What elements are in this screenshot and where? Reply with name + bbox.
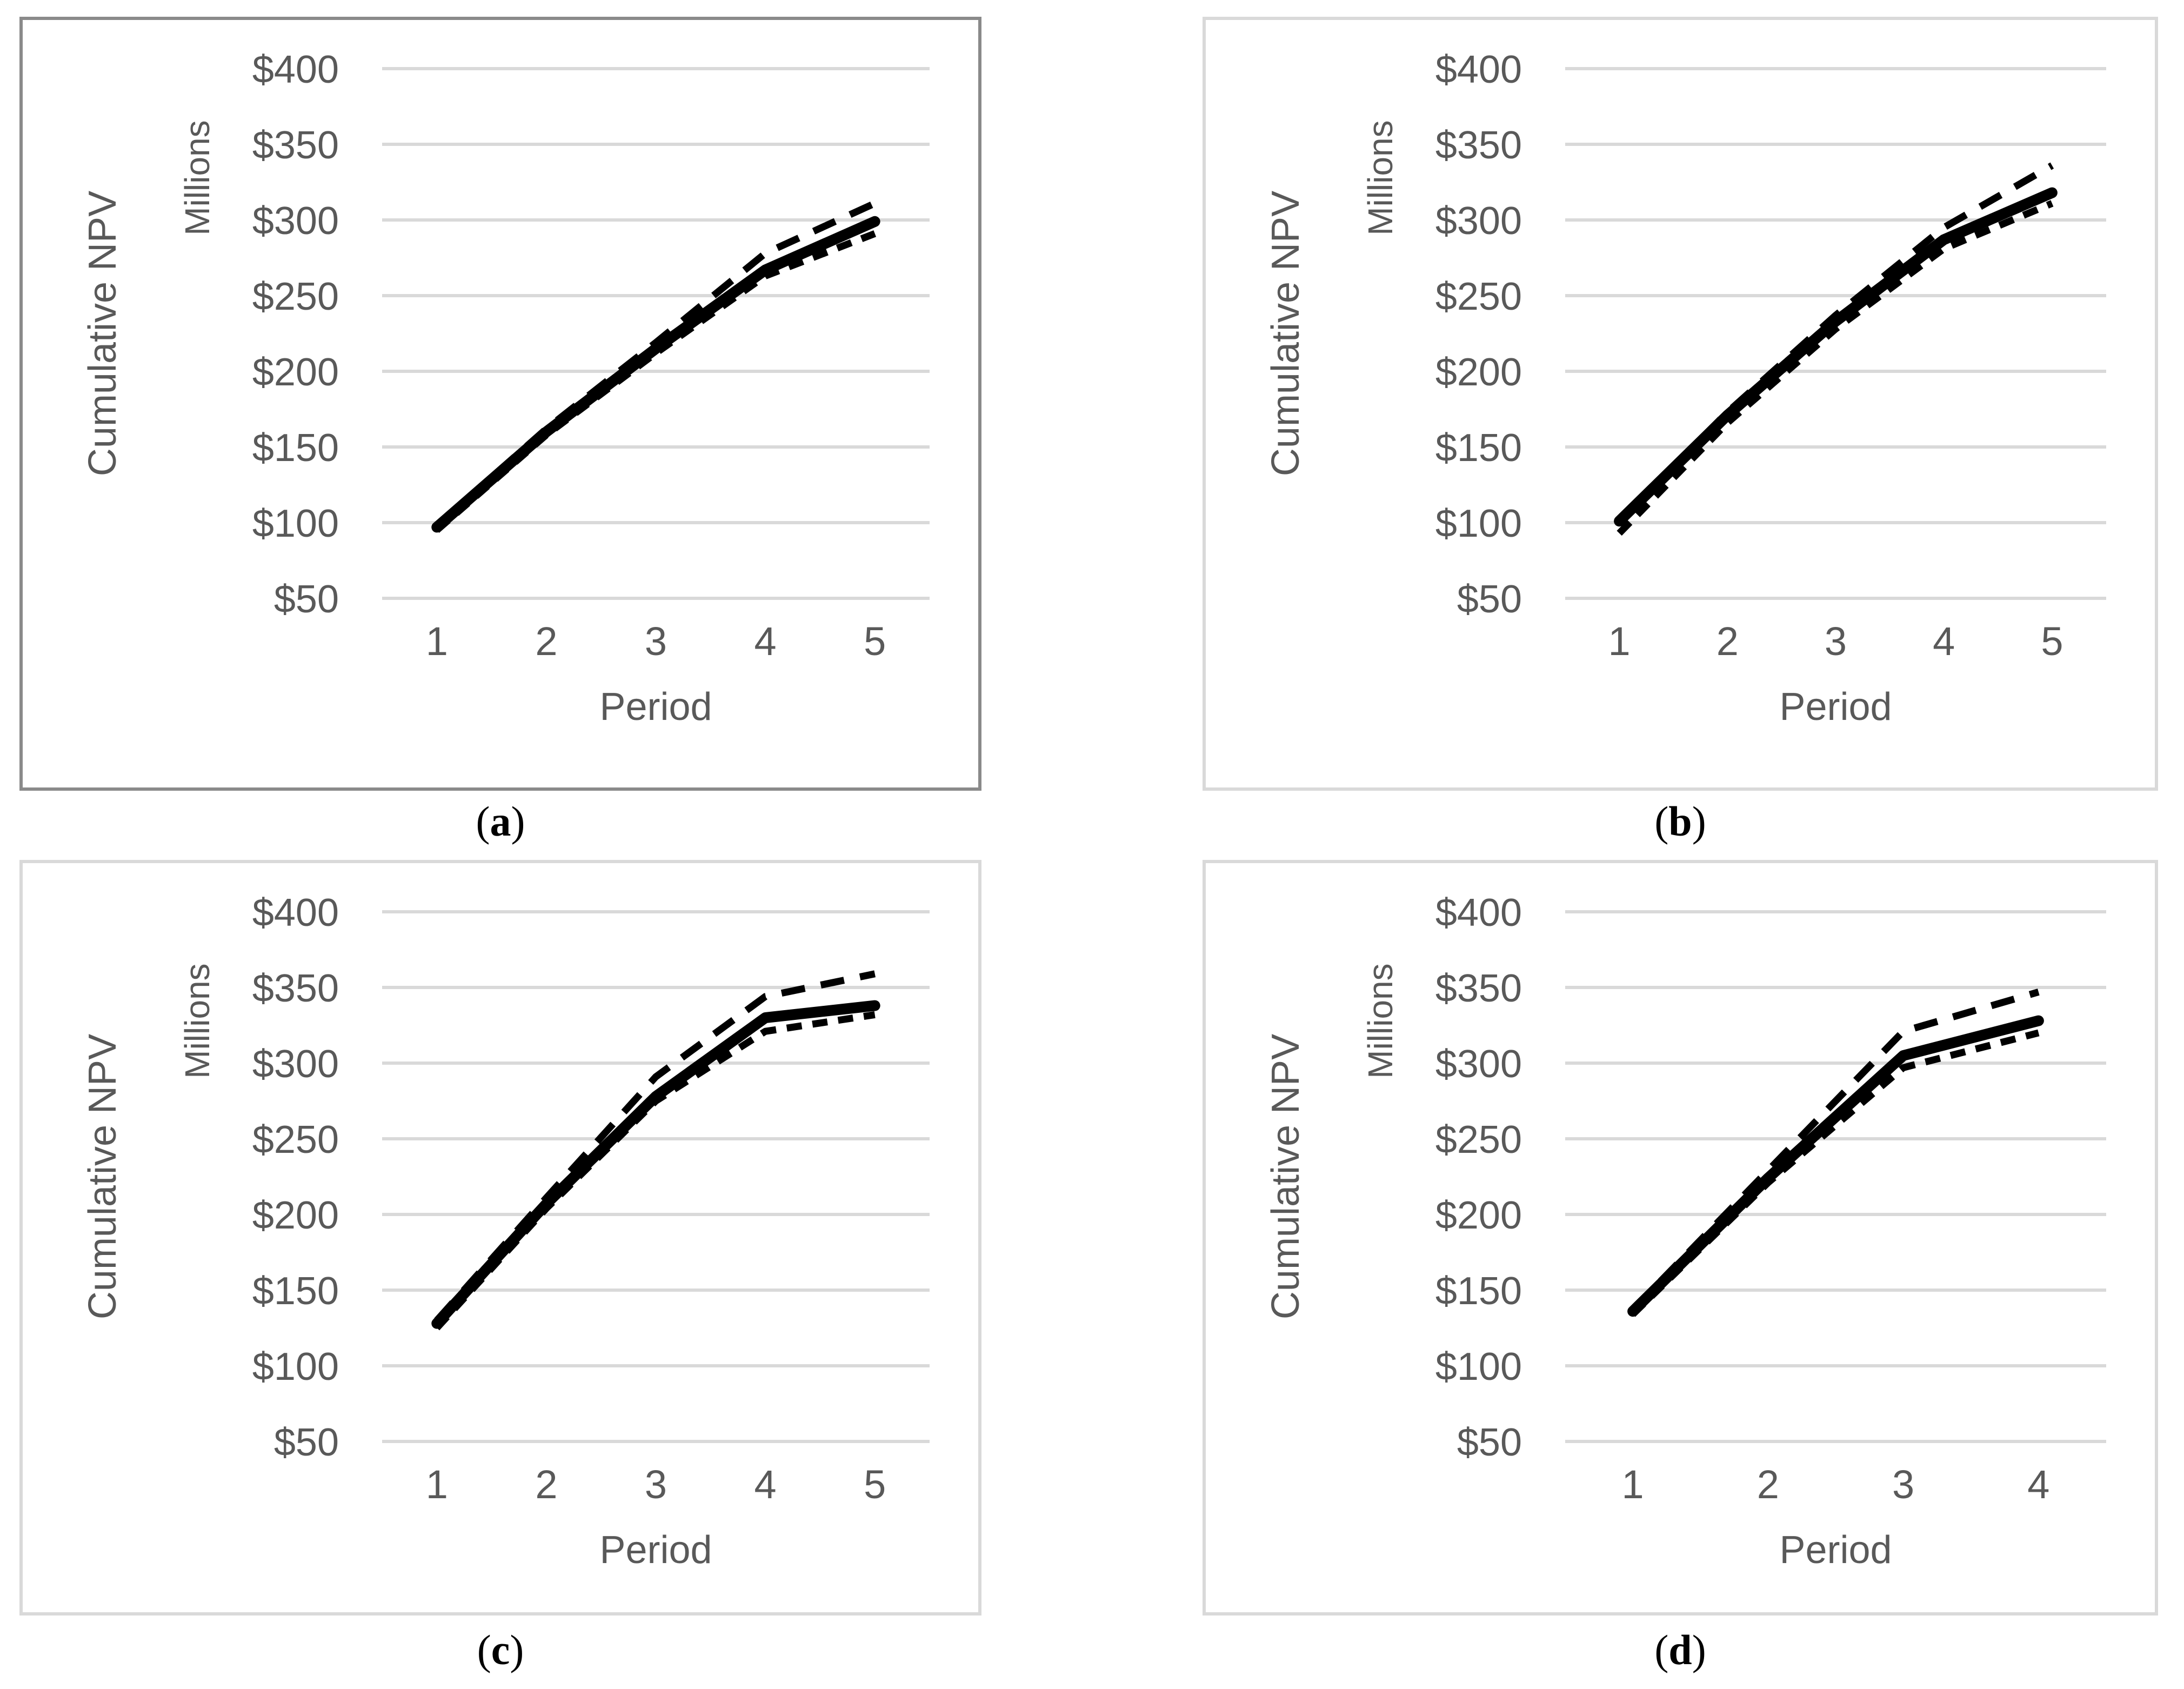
y-tick-label: $200 xyxy=(252,351,339,394)
y-axis-units-label: Millions xyxy=(1361,963,1400,1078)
caption-a: (a) xyxy=(19,797,981,846)
y-axis-title: Cumulative NPV xyxy=(81,1034,124,1319)
x-tick-label: 2 xyxy=(535,619,557,664)
y-axis-units-label: Millions xyxy=(178,963,217,1078)
y-tick-label: $250 xyxy=(252,275,339,318)
y-tick-label: $100 xyxy=(252,502,339,545)
y-tick-label: $200 xyxy=(252,1194,339,1237)
x-tick-label: 5 xyxy=(864,619,886,664)
panel-a-chart: $400 $350 $300 $250 $200 $150 $100 $50 1 2 3 4 5 Peri… xyxy=(19,17,981,791)
caption-b-letter: b xyxy=(1668,798,1692,845)
y-tick-label: $300 xyxy=(252,199,339,243)
y-tick-label: $400 xyxy=(252,48,339,91)
y-axis-title: Cumulative NPV xyxy=(81,191,124,476)
y-axis-units-label: Millions xyxy=(1361,120,1400,235)
series-line-expected-cumulative-npv xyxy=(1627,1015,2044,1317)
y-tick-label: $200 xyxy=(1435,1194,1522,1237)
y-tick-label: $150 xyxy=(252,426,339,470)
y-tick-label: $400 xyxy=(1435,48,1522,91)
x-tick-label: 4 xyxy=(2027,1462,2049,1507)
y-axis-units-label: Millions xyxy=(178,120,217,235)
series-line-expected-cumulative-npv xyxy=(431,216,880,533)
line-chart-d: $400 $350 $300 $250 $200 $150 $100 $50 1 2 3 4 Perio… xyxy=(1264,891,2106,1572)
x-tick-label: 2 xyxy=(1717,619,1739,664)
panel-d-chart: $400 $350 $300 $250 $200 $150 $100 $50 1 2 3 4 Perio… xyxy=(1203,860,2158,1615)
y-tick-label: $50 xyxy=(274,578,339,621)
y-tick-label: $300 xyxy=(1435,1043,1522,1086)
y-tick-label: $150 xyxy=(1435,426,1522,470)
y-tick-label: $150 xyxy=(1435,1270,1522,1313)
series-line-expected-cumulative-npv xyxy=(431,1000,880,1329)
caption-c-paren-close: ) xyxy=(510,1626,524,1673)
series-line-lower-bound xyxy=(1630,1029,2040,1317)
x-tick-label: 1 xyxy=(426,1462,448,1507)
x-tick-label: 5 xyxy=(2041,619,2063,664)
x-tick-label: 3 xyxy=(645,619,667,664)
y-axis-title: Cumulative NPV xyxy=(1264,1034,1307,1319)
y-tick-label: $50 xyxy=(274,1421,339,1464)
panel-b-chart: $400 $350 $300 $250 $200 $150 $100 $50 1 2 3 4 5 Peri… xyxy=(1203,17,2158,791)
x-tick-label: 3 xyxy=(1825,619,1847,664)
x-axis-title: Period xyxy=(599,685,712,729)
caption-c-letter: c xyxy=(491,1626,510,1673)
x-tick-label: 4 xyxy=(754,1462,777,1507)
y-tick-label: $150 xyxy=(252,1270,339,1313)
y-tick-label: $50 xyxy=(1457,1421,1522,1464)
y-tick-label: $250 xyxy=(1435,1118,1522,1161)
caption-b-paren-close: ) xyxy=(1692,798,1706,845)
caption-a-letter: a xyxy=(490,798,511,845)
series-line-lower-bound xyxy=(1617,200,2054,536)
x-tick-label: 1 xyxy=(1608,619,1631,664)
y-tick-label: $400 xyxy=(1435,891,1522,934)
line-chart-b: $400 $350 $300 $250 $200 $150 $100 $50 1 2 3 4 5 Peri… xyxy=(1264,48,2106,729)
caption-d-paren-open: ( xyxy=(1654,1626,1669,1673)
x-axis-title: Period xyxy=(1779,1528,1892,1572)
y-tick-label: $100 xyxy=(1435,1345,1522,1388)
y-tick-label: $100 xyxy=(252,1345,339,1388)
caption-a-paren-open: ( xyxy=(476,798,490,845)
caption-c-paren-open: ( xyxy=(477,1626,491,1673)
y-tick-label: $350 xyxy=(1435,967,1522,1010)
series-line-upper-bound xyxy=(434,970,876,1323)
y-tick-label: $350 xyxy=(1435,124,1522,167)
y-tick-label: $350 xyxy=(252,967,339,1010)
x-tick-label: 4 xyxy=(754,619,777,664)
caption-a-paren-close: ) xyxy=(511,798,525,845)
y-tick-label: $300 xyxy=(1435,199,1522,243)
y-axis-title: Cumulative NPV xyxy=(1264,191,1307,476)
caption-c: (c) xyxy=(19,1626,981,1674)
caption-b-paren-open: ( xyxy=(1654,798,1669,845)
y-tick-label: $250 xyxy=(1435,275,1522,318)
x-tick-label: 1 xyxy=(426,619,448,664)
x-tick-label: 1 xyxy=(1622,1462,1644,1507)
y-tick-label: $350 xyxy=(252,124,339,167)
y-tick-label: $200 xyxy=(1435,351,1522,394)
caption-b: (b) xyxy=(1203,797,2158,846)
x-axis-title: Period xyxy=(599,1528,712,1572)
x-tick-label: 3 xyxy=(1892,1462,1914,1507)
x-tick-label: 2 xyxy=(1757,1462,1779,1507)
series-line-expected-cumulative-npv xyxy=(1614,187,2058,527)
series-line-lower-bound xyxy=(435,230,877,533)
y-tick-label: $100 xyxy=(1435,502,1522,545)
x-axis-title: Period xyxy=(1779,685,1892,729)
caption-d-paren-close: ) xyxy=(1692,1626,1706,1673)
caption-d-letter: d xyxy=(1668,1626,1692,1673)
x-tick-label: 3 xyxy=(645,1462,667,1507)
y-tick-label: $250 xyxy=(252,1118,339,1161)
x-tick-label: 4 xyxy=(1933,619,1955,664)
caption-d: (d) xyxy=(1203,1626,2158,1674)
panel-c-chart: $400 $350 $300 $250 $200 $150 $100 $50 1 2 3 4 5 Peri… xyxy=(19,860,981,1615)
x-tick-label: 2 xyxy=(535,1462,557,1507)
y-tick-label: $300 xyxy=(252,1043,339,1086)
line-chart-c: $400 $350 $300 $250 $200 $150 $100 $50 1 2 3 4 5 Peri… xyxy=(81,891,930,1572)
line-chart-a: $400 $350 $300 $250 $200 $150 $100 $50 1 2 3 4 5 Peri… xyxy=(81,48,930,729)
x-tick-label: 5 xyxy=(864,1462,886,1507)
y-tick-label: $50 xyxy=(1457,578,1522,621)
y-tick-label: $400 xyxy=(252,891,339,934)
